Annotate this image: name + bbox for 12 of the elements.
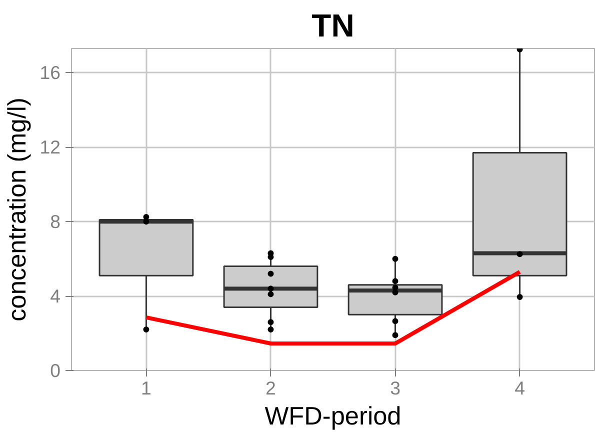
y-tick-label: 4: [50, 286, 61, 307]
x-axis-title: WFD-period: [264, 402, 402, 430]
y-axis-title: concentration (mg/l): [4, 98, 32, 322]
x-tick-label: 3: [390, 378, 400, 398]
y-tick-label: 16: [40, 62, 61, 84]
y-tick-label: 0: [50, 360, 61, 381]
y-tick-label: 8: [50, 211, 61, 232]
x-tick-label: 1: [141, 378, 152, 398]
x-tick-label: 4: [514, 378, 525, 398]
chart-title: TN: [312, 8, 354, 44]
y-tick-label: 12: [40, 136, 61, 158]
x-tick-label: 2: [266, 378, 276, 398]
